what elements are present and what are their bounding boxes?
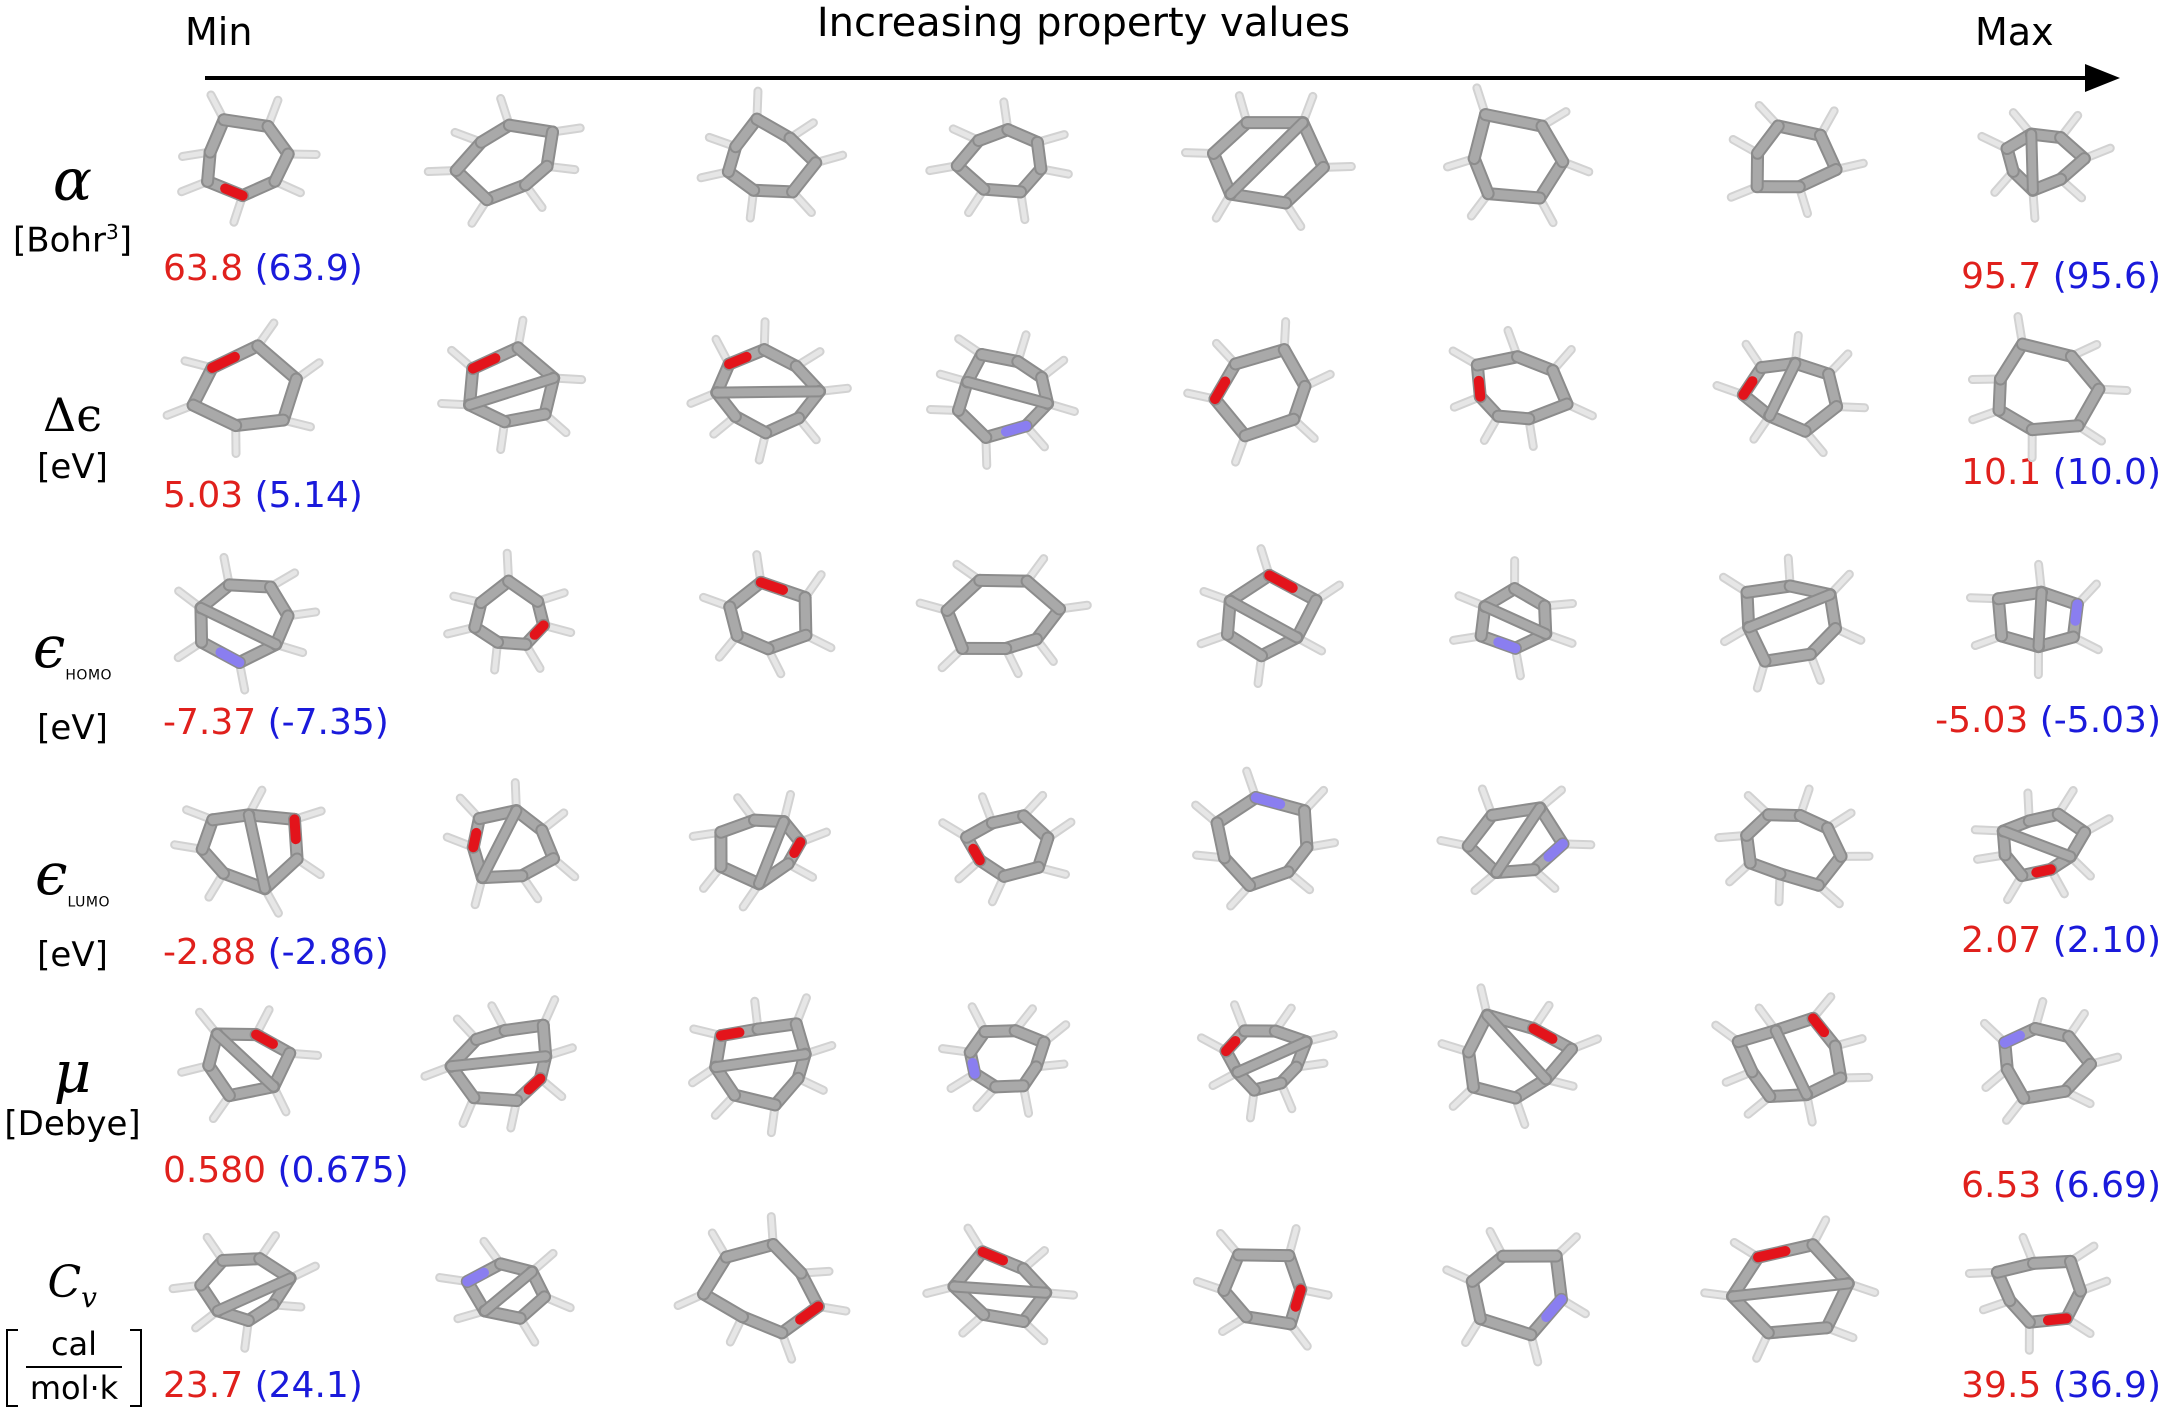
min-value-lumo: -2.88 (-2.86) [163,932,389,973]
molecule-r5-c4 [938,1002,1071,1118]
molecule-r4-c6 [1436,784,1596,896]
row-label-gap: Δϵ [eV] [0,383,145,487]
symbol-gap: Δϵ [43,388,102,442]
symbol-heat-capacity: Cv [47,1257,98,1314]
molecule-r4-c2 [442,778,580,910]
molecule-r2-c1 [162,318,324,459]
max-value-heat-capacity: 39.5 (36.9) [1961,1365,2161,1406]
molecule-r6-c5 [1192,1224,1333,1351]
row-label-heat-capacity: Cv [0,1255,145,1326]
molecule-r1-c7 [1726,100,1868,219]
molecule-r6-c7 [1700,1215,1880,1363]
molecule-r4-c4 [938,790,1076,907]
max-value-lumo: 2.07 (2.10) [1961,920,2161,961]
max-label: Max [1975,10,2054,54]
molecule-r3-c5 [1196,544,1344,688]
molecule-r5-c8 [1979,997,2123,1125]
molecule-r1-c6 [1442,83,1594,228]
molecule-r6-c6 [1442,1226,1590,1367]
unit-dipole: [Debye] [4,1104,141,1144]
symbol-alpha: α [52,146,93,214]
arrow-head [2085,64,2120,92]
molecule-r5-c3 [687,993,837,1138]
molecule-r1-c1 [177,90,321,227]
max-value-dipole: 6.53 (6.69) [1961,1165,2161,1206]
molecule-r2-c5 [1183,317,1335,467]
molecule-r4-c1 [170,785,326,918]
unit-alpha: [Bohr3] [13,220,132,261]
molecule-r4-c5 [1191,766,1340,911]
molecule-r5-c6 [1437,983,1603,1129]
molecule-r3-c2 [443,548,576,675]
molecule-r1-c8 [1977,108,2115,223]
molecule-r5-c7 [1711,992,1874,1127]
symbol-dipole: μ [53,1038,92,1106]
min-label: Min [185,10,253,54]
bracket-right [130,1329,142,1407]
molecule-r5-c1 [177,1005,323,1124]
min-value-homo: -7.37 (-7.35) [163,702,389,743]
molecule-r3-c7 [1718,553,1866,693]
row-label-dipole: μ [Debye] [0,1040,145,1144]
molecule-r1-c4 [925,97,1073,225]
molecule-r2-c6 [1448,325,1597,451]
row-label-alpha: α [Bohr3] [0,148,145,260]
min-value-heat-capacity: 23.7 (24.1) [163,1365,363,1406]
max-value-alpha: 95.7 (95.6) [1961,256,2161,297]
molecule-r6-c1 [168,1231,320,1353]
molecule-r1-c5 [1181,91,1356,231]
molecule-r3-c6 [1449,556,1577,681]
molecule-r3-c8 [1965,559,2103,680]
symbol-homo: ϵHOMO [32,613,113,684]
molecule-r6-c3 [673,1212,851,1364]
unit-gap: [eV] [37,447,108,487]
molecule-r6-c4 [922,1223,1079,1346]
molecule-r3-c1 [173,552,321,695]
max-value-homo: -5.03 (-5.03) [1935,700,2161,741]
molecule-r4-c8 [1970,786,2114,905]
molecule-r5-c2 [420,995,577,1133]
molecule-r2-c8 [1967,312,2132,463]
molecule-r3-c3 [698,550,836,679]
molecule-r2-c3 [686,317,852,465]
molecule-r6-c8 [1964,1232,2112,1355]
molecule-r2-c2 [437,315,587,454]
molecule-r5-c5 [1196,1000,1338,1123]
row-label-lumo: ϵLUMO [eV] [0,842,145,975]
symbol-lumo: ϵLUMO [35,840,110,911]
unit-lumo: [eV] [37,934,108,975]
unit-homo: [eV] [37,707,108,748]
unit-denominator: mol·k [29,1369,119,1407]
molecule-r2-c7 [1712,330,1870,458]
molecule-r1-c2 [423,94,585,228]
min-value-dipole: 0.580 (0.675) [163,1150,409,1191]
bracket-left [6,1329,18,1407]
axis-title: Increasing property values [816,0,1351,46]
molecule-r6-c2 [435,1236,575,1347]
min-value-gap: 5.03 (5.14) [163,475,363,516]
molecule-r2-c4 [925,330,1079,470]
molecule-r3-c4 [915,554,1092,679]
fraction-bar [26,1366,122,1368]
increasing-arrow [205,64,2120,92]
molecule-r1-c3 [696,86,848,223]
unit-numerator: cal [50,1325,98,1363]
min-value-alpha: 63.8 (63.9) [163,248,363,289]
max-value-gap: 10.1 (10.0) [1961,452,2161,493]
molecule-r4-c3 [688,789,832,912]
unit-heat-capacity: cal mol·k [4,1325,144,1407]
row-label-homo: ϵHOMO [eV] [0,615,145,748]
molecule-r4-c7 [1714,784,1874,909]
